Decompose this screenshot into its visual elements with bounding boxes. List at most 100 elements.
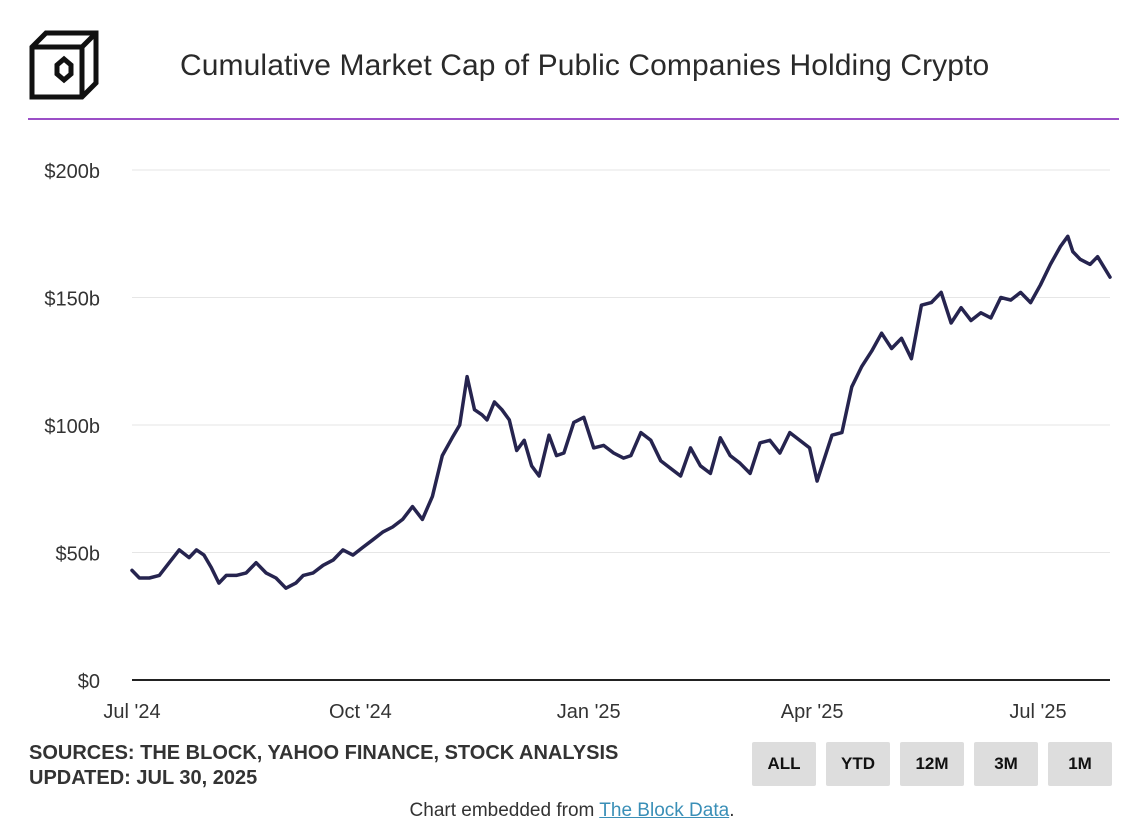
data-point — [699, 464, 702, 468]
data-point — [195, 548, 198, 552]
data-point — [1096, 255, 1099, 259]
data-point — [979, 311, 983, 315]
data-point — [473, 408, 476, 412]
data-point — [788, 431, 792, 434]
data-point — [825, 449, 829, 452]
data-point — [778, 451, 782, 455]
data-point — [602, 444, 605, 447]
data-point — [381, 530, 385, 534]
data-point — [450, 436, 454, 440]
data-point — [582, 415, 586, 419]
data-point — [1066, 234, 1070, 238]
embed-suffix: . — [729, 800, 735, 821]
data-point — [547, 433, 551, 437]
y-tick-label: $200b — [44, 161, 100, 183]
data-point — [294, 581, 298, 585]
data-point — [659, 459, 663, 463]
data-point — [612, 451, 615, 455]
data-point — [989, 316, 993, 320]
data-point — [738, 461, 742, 465]
data-point — [485, 418, 489, 422]
data-point — [850, 385, 854, 389]
x-tick-label: Jul '25 — [1009, 701, 1066, 723]
data-point — [939, 291, 943, 294]
data-point — [639, 431, 643, 434]
data-point — [1049, 263, 1052, 266]
y-tick-label: $100b — [44, 416, 100, 438]
data-point — [1029, 301, 1032, 304]
embed-prefix: Chart embedded from — [409, 800, 600, 821]
updated-text: UPDATED: JUL 30, 2025 — [29, 767, 258, 789]
data-point — [177, 548, 181, 552]
data-point — [649, 438, 653, 442]
data-point — [351, 553, 355, 557]
chart-footer: SOURCES: THE BLOCK, YAHOO FINANCE, STOCK… — [29, 741, 618, 791]
data-point — [900, 336, 903, 340]
data-point — [890, 347, 893, 350]
data-point — [537, 474, 541, 478]
data-point — [870, 349, 874, 353]
data-point — [480, 413, 484, 417]
data-point — [167, 561, 171, 565]
data-point — [421, 518, 424, 521]
data-point — [592, 446, 596, 450]
data-point — [860, 365, 864, 368]
data-point — [515, 449, 519, 452]
chart-header: Cumulative Market Cap of Public Companie… — [0, 0, 1144, 120]
data-point — [1059, 245, 1062, 248]
data-point — [264, 571, 268, 575]
data-point — [202, 553, 206, 557]
range-3m-button[interactable]: 3M — [974, 742, 1038, 786]
data-point — [234, 574, 238, 577]
data-point — [959, 306, 963, 310]
data-point — [999, 296, 1003, 299]
x-tick-label: Jan '25 — [557, 701, 621, 723]
data-point — [1039, 283, 1042, 287]
data-point — [1078, 257, 1082, 261]
chart-title: Cumulative Market Cap of Public Companie… — [180, 49, 990, 82]
embed-note: Chart embedded from The Block Data. — [0, 800, 1144, 822]
the-block-cube-logo-icon — [29, 30, 99, 100]
data-point — [728, 454, 732, 457]
data-point — [689, 446, 692, 450]
data-point — [187, 556, 191, 559]
data-point — [572, 421, 576, 424]
x-tick-label: Apr '25 — [781, 701, 844, 723]
data-point — [629, 454, 633, 457]
data-point — [465, 375, 469, 378]
title-divider — [28, 118, 1119, 120]
data-point — [493, 400, 496, 404]
data-point — [929, 301, 933, 304]
data-point — [138, 576, 141, 580]
data-point — [1108, 275, 1112, 279]
data-point — [210, 566, 213, 570]
data-point — [679, 474, 682, 478]
range-12m-button[interactable]: 12M — [900, 742, 964, 786]
the-block-data-link[interactable]: The Block Data — [599, 800, 730, 821]
data-point — [768, 438, 772, 442]
data-point — [798, 438, 802, 442]
data-point — [391, 525, 394, 529]
data-point — [555, 454, 558, 457]
data-point — [815, 479, 819, 483]
range-1m-button[interactable]: 1M — [1048, 742, 1112, 786]
data-point — [217, 581, 221, 585]
data-point — [274, 576, 278, 580]
data-point — [458, 423, 462, 427]
data-point — [500, 408, 504, 412]
data-point — [148, 576, 151, 580]
data-point — [830, 433, 834, 437]
data-point — [1009, 298, 1013, 302]
x-tick-label: Oct '24 — [329, 701, 392, 723]
data-point — [157, 574, 161, 577]
data-point — [808, 446, 811, 450]
range-ytd-button[interactable]: YTD — [826, 742, 890, 786]
data-point — [709, 472, 712, 475]
data-point — [411, 505, 414, 508]
data-point — [431, 495, 434, 498]
data-point — [401, 518, 404, 521]
range-all-button[interactable]: ALL — [752, 742, 816, 786]
data-point — [1071, 250, 1075, 253]
data-point — [530, 464, 533, 468]
data-point — [254, 561, 258, 565]
